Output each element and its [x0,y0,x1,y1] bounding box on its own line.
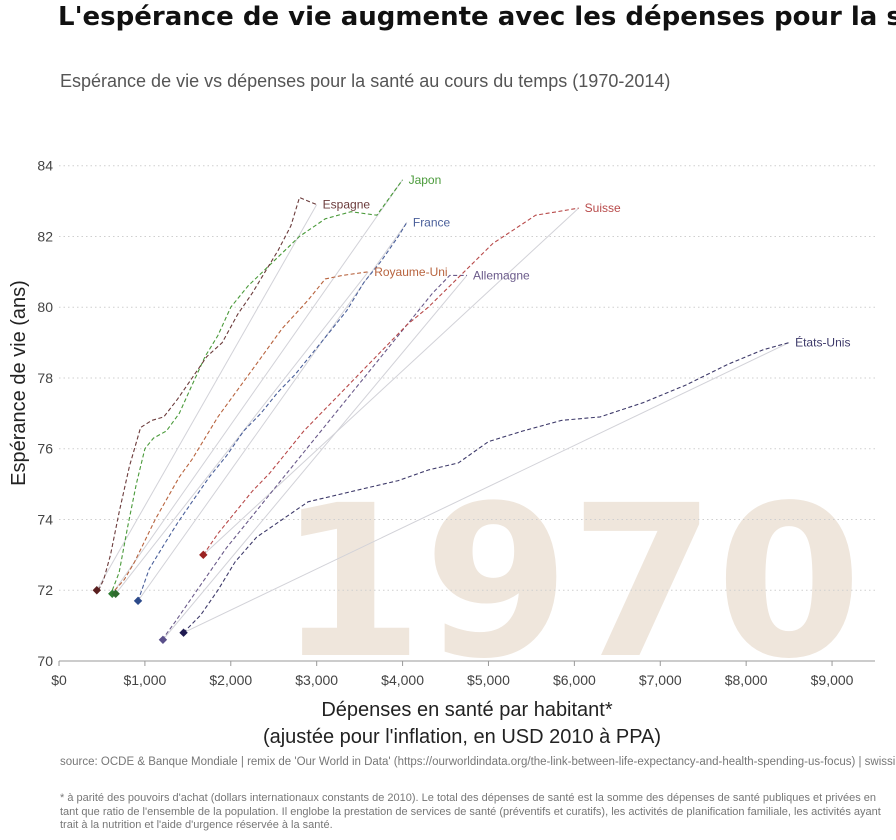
connector-suisse [202,207,580,556]
x-tick-label: $7,000 [639,672,682,688]
y-tick-label: 78 [37,370,53,386]
connector-allemagne [162,275,468,641]
series-line-royaume-uni [114,271,369,591]
x-tick-label: $2,000 [209,672,252,688]
series-line-allemagne [161,274,467,641]
x-tick-label: $8,000 [725,672,768,688]
y-tick-label: 74 [37,511,53,527]
year-watermark-layer: 1970 [278,460,862,705]
y-tick-label: 76 [37,441,53,457]
x-tick-label: $9,000 [811,672,854,688]
chart-subtitle: Espérance de vie vs dépenses pour la san… [60,71,671,91]
series-label-suisse: Suisse [585,201,621,215]
series-label-espagne: Espagne [323,198,371,212]
series-line-france [137,222,408,602]
label-layer: Japon Espagne France Royaume-Uni Allemagne Su… [323,173,851,350]
marker-1970-france [133,596,143,606]
x-tick-label: $3,000 [295,672,338,688]
connector-japon [111,179,403,595]
series-label-france: France [413,215,451,229]
connector-etats-unis [183,342,790,634]
y-axis-title: Espérance de vie (ans) [8,280,30,486]
connector-espagne [96,204,318,591]
y-tick-label: 84 [37,158,53,174]
series-line-espagne [98,196,317,591]
y-tick-label: 72 [37,582,53,598]
marker-layer [92,550,208,644]
marker-1970-etats-unis [179,628,188,637]
chart-svg: 1970 70 72 74 76 78 80 82 84 $0 $1,000 $2,000 $3,00… [8,158,875,748]
series-label-etats-unis: États-Unis [795,335,850,350]
series-line-etats-unis [183,342,790,634]
x-axis-title: Dépenses en santé par habitant* [321,699,613,721]
series-layer [98,179,790,641]
year-watermark: 1970 [278,460,862,705]
y-tick-label: 80 [37,299,53,315]
axis-layer: 70 72 74 76 78 80 82 84 $0 $1,000 $2,000 $3,000 $4,0… [37,158,875,688]
series-label-japon: Japon [409,173,442,187]
x-tick-label: $0 [51,672,67,688]
series-label-royaume-uni: Royaume-Uni [374,265,447,279]
source-note: source: OCDE & Banque Mondiale | remix d… [60,756,896,768]
chart-title: L'espérance de vie augmente avec les dép… [58,2,896,32]
y-tick-label: 82 [37,228,53,244]
y-tick-label: 70 [37,653,53,669]
connector-layer [96,179,790,641]
marker-1970-allemagne [158,635,168,644]
x-tick-label: $4,000 [381,672,424,688]
marker-1970-suisse [199,550,208,560]
series-line-japon [111,179,404,591]
x-tick-label: $1,000 [123,672,166,688]
x-axis-title-line2: (ajustée pour l'inflation, en USD 2010 à… [263,726,661,748]
footnote: * à parité des pouvoirs d'achat (dollars… [60,792,881,831]
x-tick-label: $6,000 [553,672,596,688]
connector-france [137,222,408,602]
series-label-allemagne: Allemagne [473,268,530,282]
series-line-suisse [202,207,579,556]
marker-1970-espagne [92,586,101,595]
marker-1970-royaume-uni [111,589,120,598]
x-tick-label: $5,000 [467,672,510,688]
